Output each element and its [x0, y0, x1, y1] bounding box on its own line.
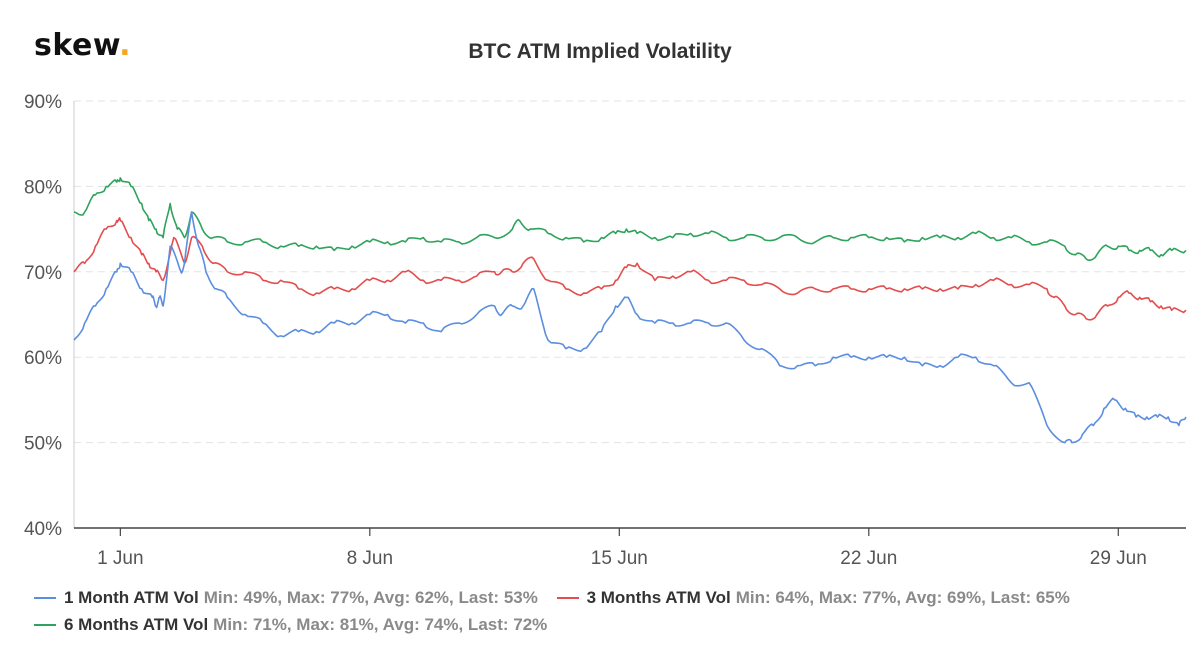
series-line-3-months-atm-vol [73, 217, 1187, 321]
y-tick-label: 60% [24, 348, 62, 369]
logo-dot: . [119, 28, 132, 63]
legend-stats-3-months: Min: 64%, Max: 77%, Avg: 69%, Last: 65% [735, 588, 1070, 607]
legend-item-1-month[interactable]: 1 Month ATM Vol Min: 49%, Max: 77%, Avg:… [34, 588, 538, 608]
y-tick-label: 90% [24, 92, 62, 113]
y-tick-label: 40% [24, 519, 62, 540]
x-tick-label: 15 Jun [591, 548, 648, 569]
x-tick-label: 8 Jun [347, 548, 393, 569]
legend-name-6-months: 6 Months ATM Vol [64, 615, 209, 634]
y-tick-label: 50% [24, 434, 62, 455]
legend-item-6-months[interactable]: 6 Months ATM Vol Min: 71%, Max: 81%, Avg… [34, 615, 547, 635]
legend-row-1: 1 Month ATM Vol Min: 49%, Max: 77%, Avg:… [34, 584, 1070, 608]
legend-name-3-months: 3 Months ATM Vol [586, 588, 731, 607]
series-line-6-months-atm-vol [73, 177, 1187, 261]
legend-swatch-1-month [34, 597, 56, 599]
legend-stats-6-months: Min: 71%, Max: 81%, Avg: 74%, Last: 72% [213, 615, 548, 634]
x-tick-label: 22 Jun [840, 548, 897, 569]
chart-title: BTC ATM Implied Volatility [468, 40, 732, 63]
legend-row-2: 6 Months ATM Vol Min: 71%, Max: 81%, Avg… [34, 611, 547, 635]
legend-name-1-month: 1 Month ATM Vol [64, 588, 199, 607]
legend-item-3-months[interactable]: 3 Months ATM Vol Min: 64%, Max: 77%, Avg… [556, 588, 1070, 608]
legend-swatch-3-months [556, 597, 579, 599]
legend-swatch-6-months [34, 624, 56, 626]
x-tick-label: 1 Jun [97, 548, 143, 569]
legend-stats-1-month: Min: 49%, Max: 77%, Avg: 62%, Last: 53% [203, 588, 538, 607]
series-line-1-month-atm-vol [73, 211, 1187, 444]
y-tick-label: 80% [24, 177, 62, 198]
x-tick-label: 29 Jun [1090, 548, 1147, 569]
logo-text: skew [34, 28, 120, 63]
y-tick-label: 70% [24, 263, 62, 284]
skew-logo: skew. [34, 28, 131, 63]
